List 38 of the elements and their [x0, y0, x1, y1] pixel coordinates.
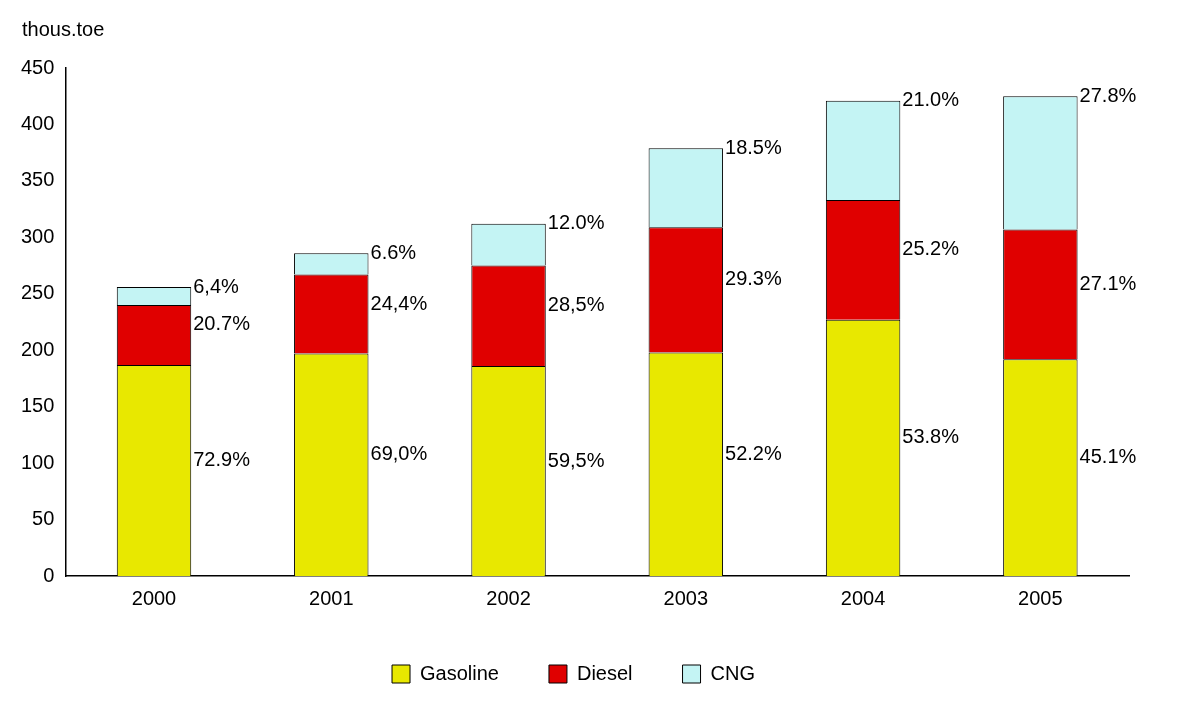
- annotation: 53.8%: [902, 425, 960, 448]
- x-tick-label: 2000: [131, 586, 177, 609]
- y-tick-label: 400: [20, 111, 55, 134]
- annotation: 25.2%: [902, 237, 960, 260]
- annotation: 20.7%: [193, 312, 251, 335]
- y-tick-label: 350: [20, 168, 55, 191]
- x-tick-label: 2003: [663, 586, 709, 609]
- legend-label: Diesel: [576, 661, 633, 684]
- annotation: 28,5%: [547, 293, 605, 316]
- y-tick-label: 150: [20, 394, 55, 417]
- annotation: 59,5%: [547, 448, 605, 471]
- x-tick-label: 2004: [840, 586, 886, 609]
- annotation: 45.1%: [1079, 445, 1137, 468]
- annotation: 27.8%: [1079, 83, 1137, 106]
- annotation: 69,0%: [370, 442, 428, 465]
- x-tick-label: 2001: [309, 586, 354, 609]
- annotation: 12.0%: [547, 211, 605, 234]
- y-tick-label: 250: [20, 281, 55, 304]
- legend-label: CNG: [710, 661, 755, 684]
- annotation: 6,4%: [193, 274, 240, 297]
- annotation: 24,4%: [370, 291, 428, 314]
- annotation: 29.3%: [725, 267, 782, 290]
- y-tick-label: 450: [20, 55, 55, 78]
- annotation: 21.0%: [902, 88, 960, 111]
- annotation: 18.5%: [725, 135, 782, 158]
- y-tick-label: 200: [20, 337, 55, 360]
- annotation: 52.2%: [725, 441, 782, 464]
- annotation: 27.1%: [1079, 271, 1137, 294]
- annotation: 6.6%: [370, 240, 417, 263]
- x-tick-label: 2005: [1018, 586, 1063, 609]
- y-tick-label: 50: [32, 507, 55, 530]
- x-tick-label: 2002: [486, 586, 531, 609]
- y-tick-label: 0: [43, 563, 55, 586]
- y-axis-title: thous.toe: [22, 17, 105, 40]
- annotation: 72.9%: [193, 447, 251, 470]
- legend-label: Gasoline: [420, 661, 499, 684]
- y-tick-label: 100: [20, 450, 55, 473]
- y-tick-label: 300: [20, 224, 55, 247]
